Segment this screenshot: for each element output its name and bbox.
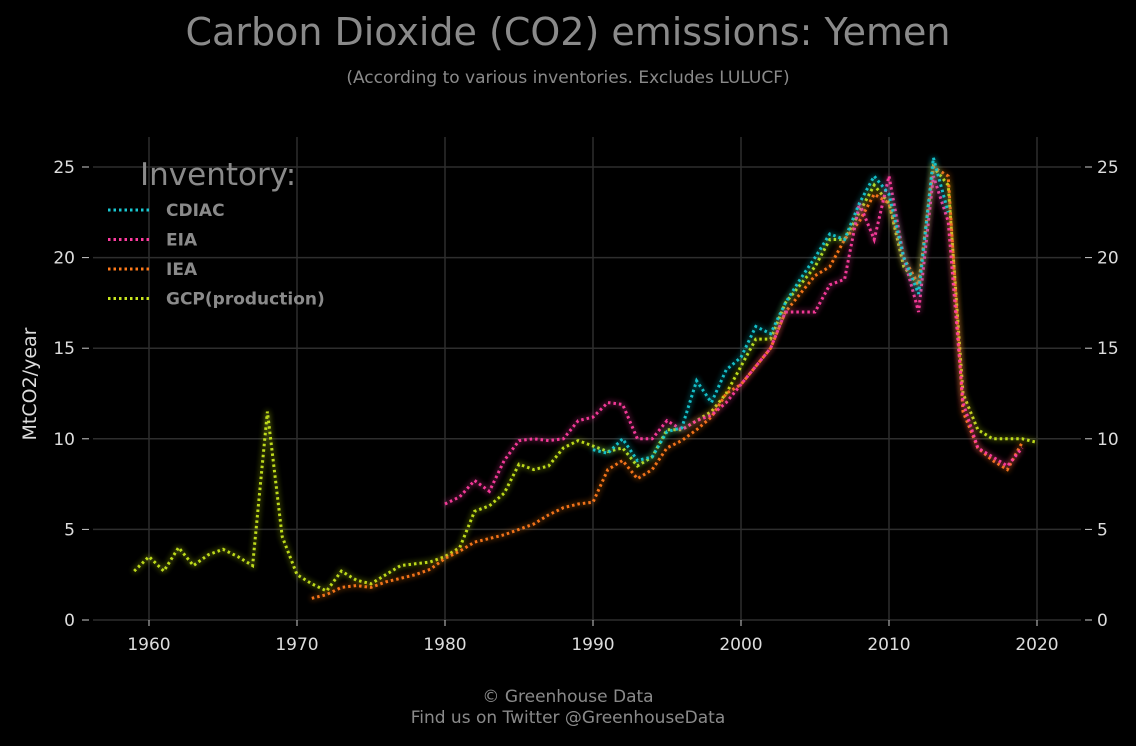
series-layer xyxy=(133,157,1038,600)
x-tick-label: 2010 xyxy=(867,635,910,655)
legend: Inventory: CDIAC EIA IEA GCP(production) xyxy=(108,157,325,310)
y-tick-label-right: 5 xyxy=(1097,520,1108,540)
x-tick-label: 2020 xyxy=(1015,635,1058,655)
grid-lines xyxy=(93,137,1081,621)
chart-title: Carbon Dioxide (CO2) emissions: Yemen xyxy=(185,10,951,54)
series-line-gcp-production xyxy=(133,163,1038,593)
series-line-eia xyxy=(444,175,1024,506)
x-tick-label: 2000 xyxy=(719,635,762,655)
y-tick-label-right: 0 xyxy=(1097,611,1108,631)
y-tick-label-left: 20 xyxy=(53,249,75,269)
legend-label: EIA xyxy=(166,231,198,251)
footer: © Greenhouse Data Find us on Twitter @Gr… xyxy=(0,687,1136,729)
y-tick-label-left: 25 xyxy=(53,158,75,178)
y-tick-label-left: 5 xyxy=(64,520,75,540)
y-tick-label-right: 15 xyxy=(1097,339,1119,359)
series-line-iea xyxy=(311,164,1024,600)
legend-title: Inventory: xyxy=(140,157,296,193)
legend-label: CDIAC xyxy=(166,201,225,221)
x-tick-label: 1970 xyxy=(275,635,318,655)
legend-label: GCP(production) xyxy=(166,290,325,310)
x-tick-label: 1960 xyxy=(127,635,170,655)
legend-label: IEA xyxy=(166,260,198,280)
y-tick-label-right: 25 xyxy=(1097,158,1119,178)
chart-subtitle: (According to various inventories. Exclu… xyxy=(346,68,790,88)
x-tick-label: 1980 xyxy=(423,635,466,655)
y-tick-label-right: 20 xyxy=(1097,249,1119,269)
y-tick-label-left: 10 xyxy=(53,430,75,450)
y-tick-label-left: 0 xyxy=(64,611,75,631)
x-tick-label: 1990 xyxy=(571,635,614,655)
y-axis-label: MtCO2/year xyxy=(19,327,41,440)
footer-copyright: © Greenhouse Data xyxy=(482,687,654,707)
footer-twitter: Find us on Twitter @GreenhouseData xyxy=(410,708,726,728)
series-line-cdiac xyxy=(592,157,950,463)
y-tick-label-right: 10 xyxy=(1097,430,1119,450)
y-tick-label-left: 15 xyxy=(53,339,75,359)
